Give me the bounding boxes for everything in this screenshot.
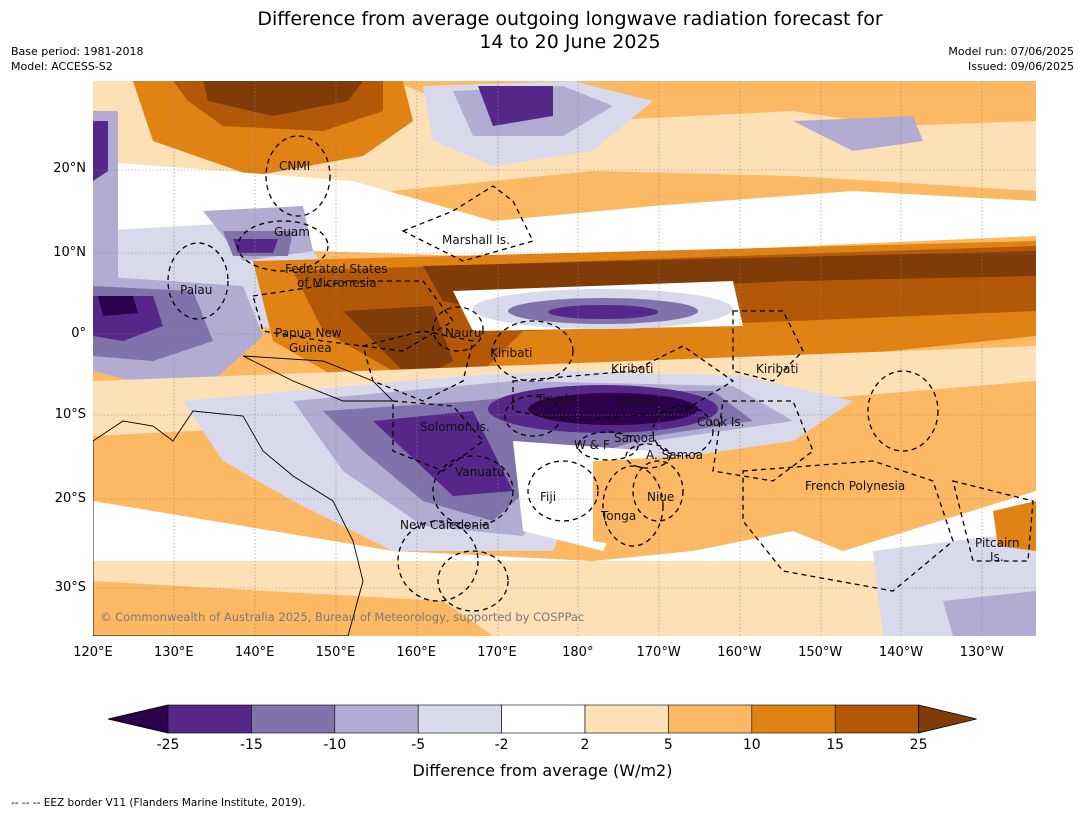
label-samoa: Samoa <box>614 431 656 445</box>
x-tick-label: 180° <box>562 645 594 660</box>
colorbar-tick-label: 15 <box>826 737 845 753</box>
label-french-polynesia: French Polynesia <box>805 479 906 493</box>
colorbar-tick-label: 5 <box>663 737 673 753</box>
label-guam: Guam <box>274 225 310 239</box>
colorbar-segment <box>501 704 586 734</box>
meta-left: Base period: 1981-2018 Model: ACCESS-S2 <box>11 44 143 74</box>
label-vanuatu: Vanuatu <box>455 465 505 479</box>
label-kiribati-2: Kiribati <box>611 362 654 376</box>
colorbar-segment <box>251 704 336 734</box>
colorbar-tick-label: -15 <box>239 737 263 753</box>
base-period: Base period: 1981-2018 <box>11 45 144 58</box>
y-tick-label: 30°S <box>54 580 86 595</box>
label-fsm-2: of Micronesia <box>297 276 377 290</box>
title-line-2: 14 to 20 June 2025 <box>479 31 661 53</box>
x-tick-label: 150°W <box>798 645 843 660</box>
y-tick-label: 20°S <box>54 491 86 506</box>
label-pitcairn-2: Is. <box>990 550 1004 564</box>
colorbar-tick-label: 2 <box>580 737 590 753</box>
colorbar-segment <box>834 704 919 734</box>
label-cnmi: CNMI <box>279 159 311 173</box>
x-tick-label: 160°W <box>717 645 762 660</box>
label-tuvalu: Tuvalu <box>537 392 576 406</box>
colorbar-tick-label: -10 <box>323 737 347 753</box>
map-title: Difference from average outgoing longwav… <box>0 8 1085 54</box>
label-png-1: Papua New <box>275 326 342 340</box>
colorbar <box>107 704 977 734</box>
colorbar-segment <box>167 704 252 734</box>
colorbar-label: Difference from average (W/m2) <box>412 761 673 780</box>
copyright-note: © Commonwealth of Australia 2025, Bureau… <box>100 610 585 624</box>
label-pitcairn-1: Pitcairn <box>975 536 1020 550</box>
title-line-1: Difference from average outgoing longwav… <box>257 8 883 30</box>
model-run: Model run: 07/06/2025 <box>948 45 1074 58</box>
label-fsm-1: Federated States <box>285 262 388 276</box>
label-tonga: Tonga <box>601 509 637 523</box>
colorbar-arrow-low <box>107 704 169 734</box>
colorbar-segment <box>584 704 669 734</box>
x-tick-label: 130°E <box>154 645 194 660</box>
x-tick-label: 120°E <box>73 645 113 660</box>
x-tick-label: 170°E <box>477 645 517 660</box>
meta-right: Model run: 07/06/2025 Issued: 09/06/2025 <box>948 44 1074 74</box>
colorbar-tick-label: 10 <box>742 737 761 753</box>
label-png-2: Guinea <box>289 341 332 355</box>
colorbar-arrow-high <box>918 704 977 734</box>
eez-borders <box>167 135 1034 612</box>
y-tick-label: 20°N <box>53 161 86 176</box>
colorbar-tick-label: -2 <box>494 737 509 753</box>
x-tick-label: 130°W <box>959 645 1004 660</box>
y-tick-label: 10°S <box>54 407 86 422</box>
x-tick-label: 150°E <box>315 645 356 660</box>
colorbar-tick-label: -25 <box>156 737 180 753</box>
x-tick-label: 170°W <box>636 645 681 660</box>
x-tick-label: 140°E <box>234 645 275 660</box>
colorbar-segment <box>668 704 753 734</box>
label-nauru: Nauru <box>445 326 482 340</box>
colorbar-segment <box>751 704 836 734</box>
label-palau: Palau <box>180 283 213 297</box>
issued-date: Issued: 09/06/2025 <box>967 60 1074 73</box>
y-tick-label: 0° <box>71 326 86 341</box>
x-tick-label: 160°E <box>396 645 436 660</box>
model-name: Model: ACCESS-S2 <box>11 60 113 73</box>
label-fiji: Fiji <box>540 490 557 504</box>
label-american-samoa: A. Samoa <box>646 448 703 462</box>
label-tokelau: Tokelau <box>616 395 661 409</box>
colorbar-tick-label: -5 <box>411 737 426 753</box>
label-new-caledonia: New Caledonia <box>400 518 490 532</box>
x-tick-label: 140°W <box>878 645 924 660</box>
eez-footnote: -- -- -- EEZ border V11 (Flanders Marine… <box>11 797 306 809</box>
label-wf: W & F <box>574 438 610 452</box>
label-kiribati-3: Kiribati <box>756 362 799 376</box>
colorbar-tick-label: 25 <box>909 737 928 753</box>
label-cook: Cook Is. <box>697 415 745 429</box>
label-kiribati-1: Kiribati <box>490 346 533 360</box>
label-marshall: Marshall Is. <box>442 233 510 247</box>
map-panel <box>93 81 1036 636</box>
olr-anomaly-map <box>93 81 1036 636</box>
label-solomon: Solomon Is. <box>420 420 490 434</box>
label-niue: Niue <box>647 490 675 504</box>
colorbar-segment <box>334 704 419 734</box>
colorbar-segment <box>417 704 502 734</box>
y-tick-label: 10°N <box>53 245 86 260</box>
